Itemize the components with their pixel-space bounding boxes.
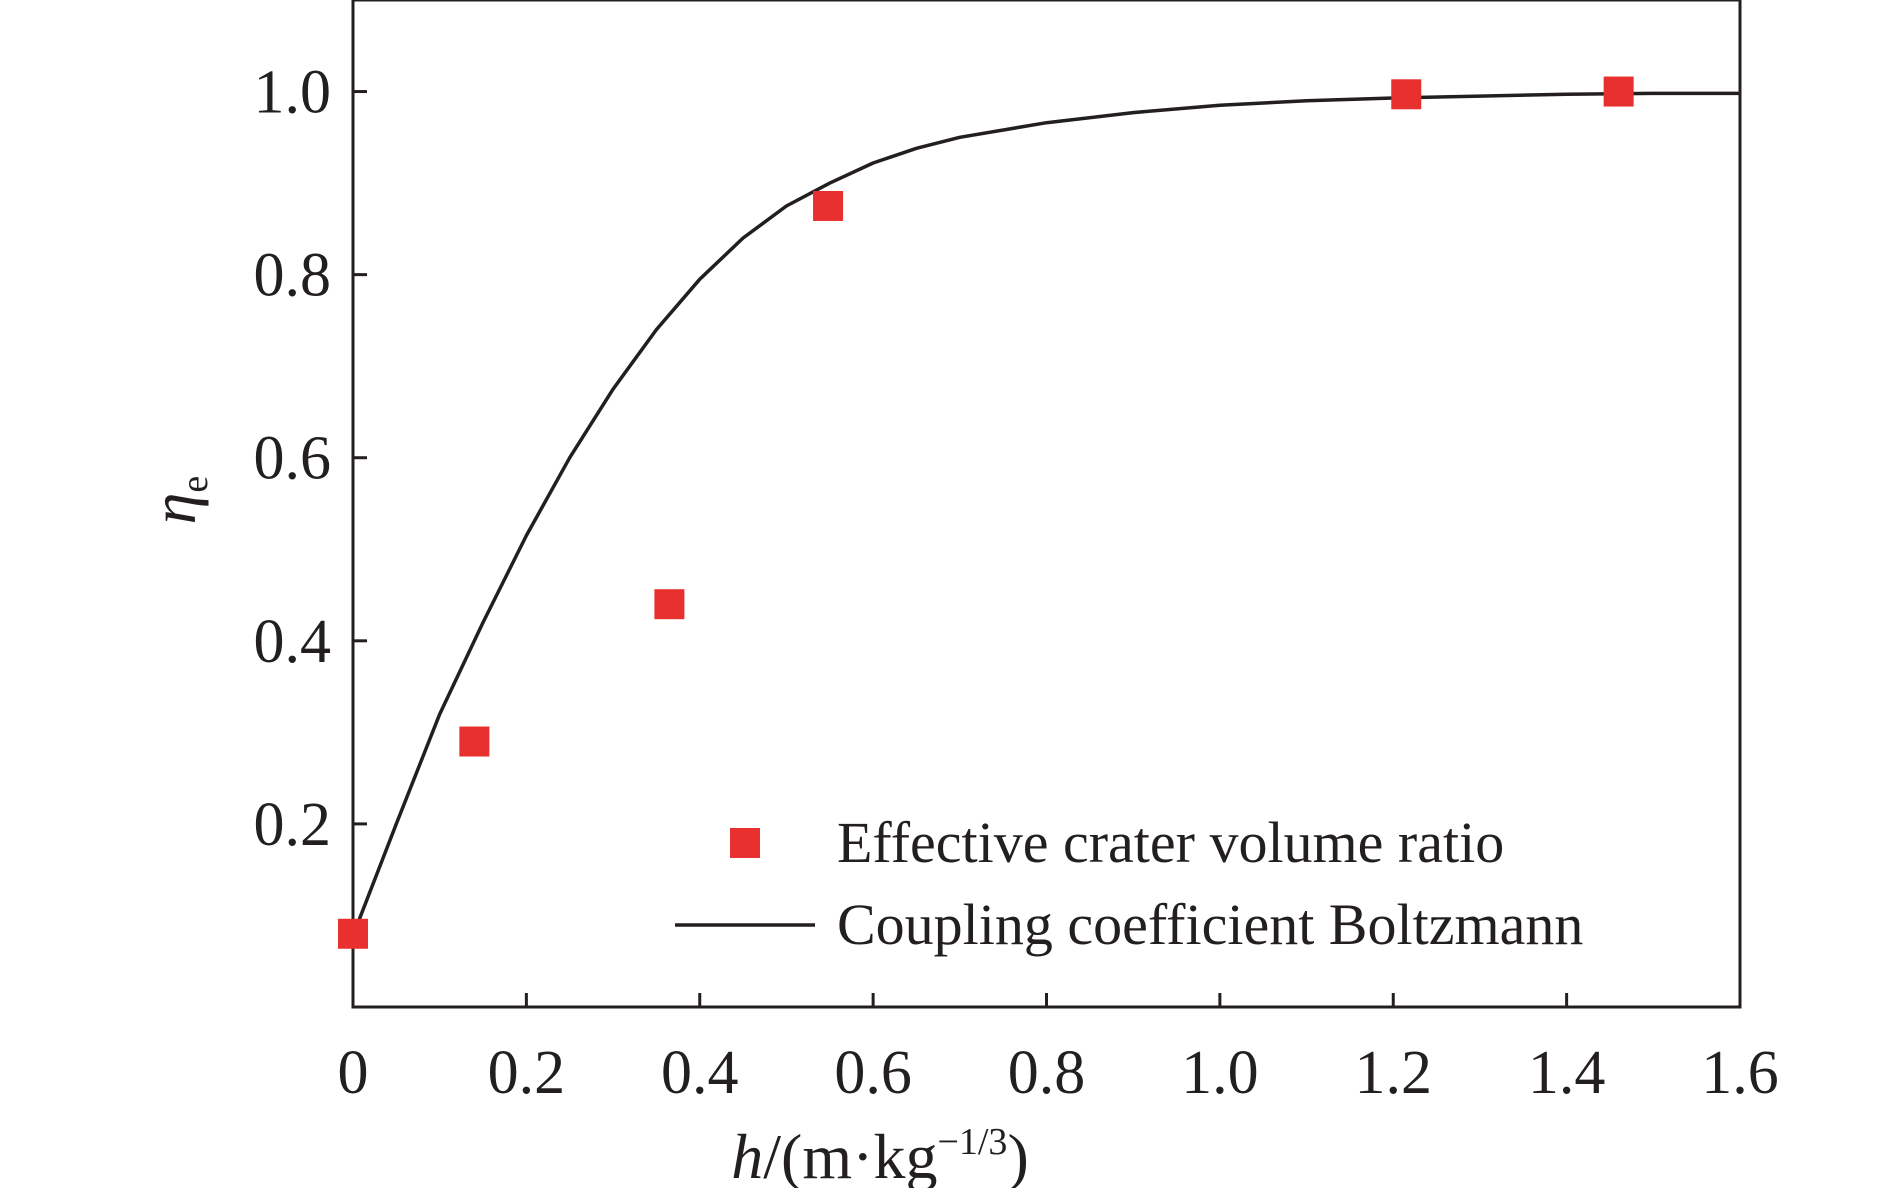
data-point	[654, 589, 685, 620]
y-tick-label: 0.4	[254, 608, 332, 676]
y-axis-subscript: e	[174, 476, 216, 493]
legend: Effective crater volume ratio Coupling co…	[675, 810, 1583, 957]
data-point	[1603, 76, 1634, 107]
data-point	[459, 726, 490, 757]
legend-label-scatter: Effective crater volume ratio	[837, 810, 1504, 875]
data-point	[813, 190, 844, 221]
x-tick-label: 0.2	[488, 1039, 566, 1107]
legend-marker-scatter	[730, 828, 760, 858]
x-axis: 0 0.2 0.4 0.6 0.8 1.0 1.2 1.4 1.6	[338, 993, 1779, 1107]
x-tick-label: 0.4	[661, 1039, 739, 1107]
data-point	[338, 918, 368, 949]
x-tick-label: 1.6	[1701, 1039, 1779, 1107]
y-axis-variable: η	[138, 493, 209, 525]
x-axis-unit: /(m·kg	[763, 1121, 937, 1188]
y-axis-title: ηe	[138, 476, 216, 525]
y-tick-label: 0.8	[254, 242, 332, 310]
y-tick-label: 1.0	[254, 59, 332, 127]
x-axis-title: h/(m·kg−1/3)	[731, 1121, 1029, 1188]
y-axis: 0.2 0.4 0.6 0.8 1.0	[254, 59, 367, 859]
x-tick-label: 1.0	[1181, 1039, 1259, 1107]
x-axis-unit-exponent: −1/3	[937, 1121, 1007, 1163]
plot-area	[338, 76, 1740, 949]
y-tick-label: 0.2	[254, 791, 332, 859]
x-tick-label: 0	[338, 1039, 369, 1107]
x-axis-variable: h	[731, 1121, 763, 1188]
x-tick-label: 1.2	[1355, 1039, 1433, 1107]
legend-label-line: Coupling coefficient Boltzmann	[837, 892, 1583, 957]
data-point	[1391, 79, 1422, 110]
x-axis-unit-close: )	[1007, 1121, 1028, 1188]
x-tick-label: 1.4	[1528, 1039, 1606, 1107]
x-tick-label: 0.6	[834, 1039, 912, 1107]
x-tick-label: 0.8	[1008, 1039, 1086, 1107]
y-tick-label: 0.6	[254, 425, 332, 493]
